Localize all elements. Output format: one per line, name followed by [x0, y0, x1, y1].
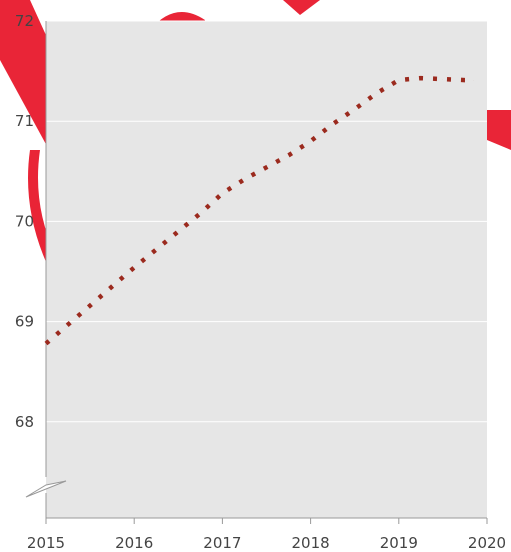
x-tick-label-2017: 2017 [203, 534, 241, 552]
x-tick-label-2016: 2016 [115, 534, 153, 552]
y-tick-label-68: 68 [15, 413, 34, 431]
y-tick-label-72: 72 [15, 12, 34, 30]
plot-area [46, 21, 487, 518]
y-tick-label-71: 71 [15, 112, 34, 130]
x-tick-label-2020: 2020 [468, 534, 506, 552]
x-tick-labels: 2015 2016 2017 2018 2019 2020 [27, 534, 506, 552]
x-tick-label-2015: 2015 [27, 534, 65, 552]
gridlines [46, 20, 487, 423]
y-tick-labels: 68 69 70 71 72 [15, 12, 34, 431]
series-layer [44, 75, 474, 346]
watermark-shape-top-tri [283, 0, 320, 15]
x-tick-label-2019: 2019 [380, 534, 418, 552]
y-tick-label-70: 70 [15, 212, 34, 230]
watermark-shape-right [487, 110, 511, 150]
y-axis-break [25, 480, 67, 498]
axes [25, 21, 488, 524]
y-tick-label-69: 69 [15, 313, 34, 331]
x-tick-label-2018: 2018 [292, 534, 330, 552]
